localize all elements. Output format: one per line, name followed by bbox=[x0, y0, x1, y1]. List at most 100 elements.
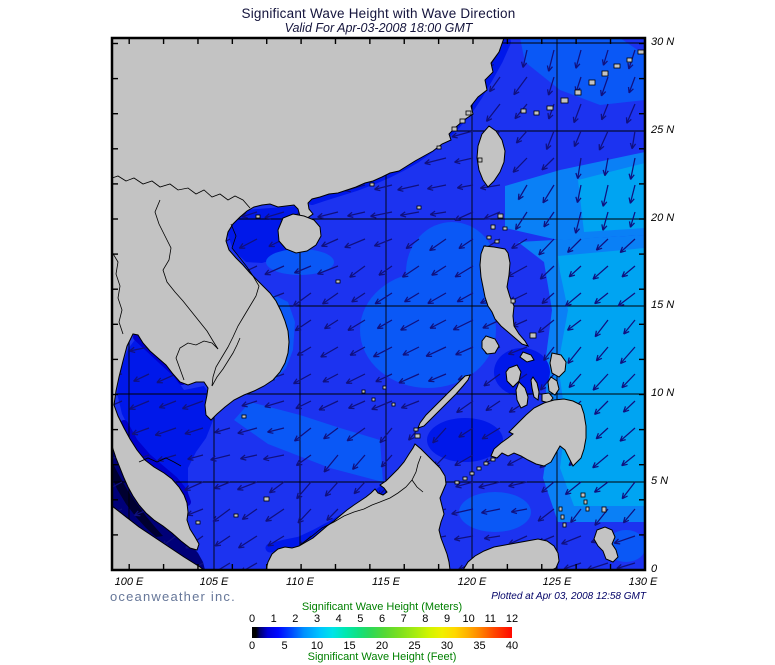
island bbox=[497, 213, 504, 219]
legend-feet-tick: 10 bbox=[310, 640, 324, 652]
legend-feet-tick: 35 bbox=[473, 640, 486, 652]
island bbox=[371, 397, 376, 402]
legend-feet-tick: 15 bbox=[343, 640, 356, 652]
wave-height-colorbar bbox=[252, 627, 512, 638]
island bbox=[580, 492, 586, 498]
lat-label: 10 N bbox=[651, 387, 675, 399]
lat-label: 5 N bbox=[651, 475, 669, 487]
island bbox=[391, 402, 396, 407]
lon-label: 105 E bbox=[199, 576, 229, 588]
island bbox=[476, 466, 482, 471]
island bbox=[490, 457, 496, 462]
land-taiwan bbox=[476, 125, 506, 188]
island bbox=[477, 157, 483, 163]
legend-meters-tick: 8 bbox=[422, 613, 429, 625]
legend-meters-tick: 2 bbox=[292, 613, 299, 625]
island bbox=[574, 89, 582, 96]
map-ticks bbox=[112, 38, 645, 570]
lat-label: 20 N bbox=[651, 212, 675, 224]
land-sulawesi bbox=[462, 538, 560, 570]
legend-feet-tick: 25 bbox=[408, 640, 421, 652]
island bbox=[601, 506, 607, 513]
lon-label: 120 E bbox=[457, 576, 487, 588]
island bbox=[560, 514, 565, 520]
island bbox=[369, 182, 375, 187]
land-luzon bbox=[479, 245, 530, 347]
island bbox=[560, 97, 569, 104]
island bbox=[510, 298, 516, 304]
legend-meters-tick: 9 bbox=[443, 613, 451, 625]
island bbox=[502, 226, 508, 231]
island bbox=[588, 79, 596, 86]
lon-label: 115 E bbox=[372, 576, 400, 588]
legend-feet-label: Significant Wave Height (Feet) bbox=[307, 651, 457, 663]
lat-label: 25 N bbox=[651, 124, 675, 136]
island bbox=[558, 506, 563, 512]
country-border bbox=[411, 479, 424, 493]
lat-label: 30 N bbox=[651, 36, 675, 48]
island bbox=[583, 499, 588, 505]
lon-label: 130 E bbox=[628, 576, 658, 588]
legend-meters-tick: 5 bbox=[357, 613, 364, 625]
legend-feet-tick: 40 bbox=[505, 640, 519, 652]
island bbox=[469, 471, 475, 476]
legend-feet-tick: 0 bbox=[248, 640, 256, 652]
lon-label: 110 E bbox=[286, 576, 314, 588]
legend-meters-tick: 10 bbox=[462, 613, 475, 625]
island bbox=[263, 496, 270, 502]
legend-meters-tick: 11 bbox=[484, 613, 497, 625]
country-border bbox=[299, 455, 422, 546]
land-mindoro bbox=[481, 335, 500, 355]
island bbox=[562, 522, 567, 528]
island bbox=[382, 385, 387, 390]
island bbox=[546, 105, 554, 111]
land-negros bbox=[515, 381, 529, 409]
map-frame bbox=[110, 36, 647, 572]
island bbox=[494, 239, 500, 244]
legend-feet-tick: 5 bbox=[281, 640, 288, 652]
map-canvas bbox=[112, 38, 645, 570]
legend-meters-tick: 3 bbox=[313, 613, 321, 625]
island bbox=[533, 110, 540, 116]
land-hainan bbox=[277, 213, 322, 254]
island bbox=[626, 57, 633, 63]
island bbox=[255, 214, 261, 219]
country-border bbox=[138, 457, 182, 467]
lat-label: 0 bbox=[651, 563, 658, 575]
island bbox=[416, 205, 422, 210]
land-masbate bbox=[519, 351, 535, 363]
legend-meters-tick: 12 bbox=[505, 613, 519, 625]
land-halmahera bbox=[593, 526, 619, 563]
island bbox=[335, 279, 341, 284]
legend-meters-tick: 4 bbox=[335, 613, 342, 625]
legend-meters-label: Significant Wave Height (Meters) bbox=[301, 601, 463, 613]
island bbox=[241, 414, 247, 419]
country-border bbox=[175, 340, 219, 381]
land-mindanao bbox=[490, 398, 587, 467]
island bbox=[585, 506, 590, 512]
country-border bbox=[211, 337, 241, 387]
country-border bbox=[154, 199, 219, 350]
country-border bbox=[211, 223, 260, 387]
island bbox=[462, 476, 468, 481]
land-asia-mainland bbox=[112, 38, 505, 551]
lon-label: 100 E bbox=[114, 576, 144, 588]
legend-meters-tick: 7 bbox=[400, 613, 407, 625]
lat-label: 15 N bbox=[651, 299, 675, 311]
island bbox=[637, 49, 645, 55]
country-border bbox=[112, 175, 251, 209]
island bbox=[490, 224, 496, 230]
island bbox=[459, 118, 466, 124]
island bbox=[454, 480, 460, 485]
legend-meters-tick: 0 bbox=[248, 613, 256, 625]
legend-feet-tick: 30 bbox=[440, 640, 454, 652]
island bbox=[436, 145, 442, 150]
island bbox=[451, 126, 458, 132]
land-palawan bbox=[417, 374, 471, 429]
island bbox=[465, 110, 472, 116]
legend-meters-tick: 6 bbox=[378, 613, 386, 625]
land-panay bbox=[505, 364, 522, 388]
plot-subtitle: Valid For Apr-03-2008 18:00 GMT bbox=[284, 21, 473, 35]
legend-feet-tick: 20 bbox=[375, 640, 389, 652]
